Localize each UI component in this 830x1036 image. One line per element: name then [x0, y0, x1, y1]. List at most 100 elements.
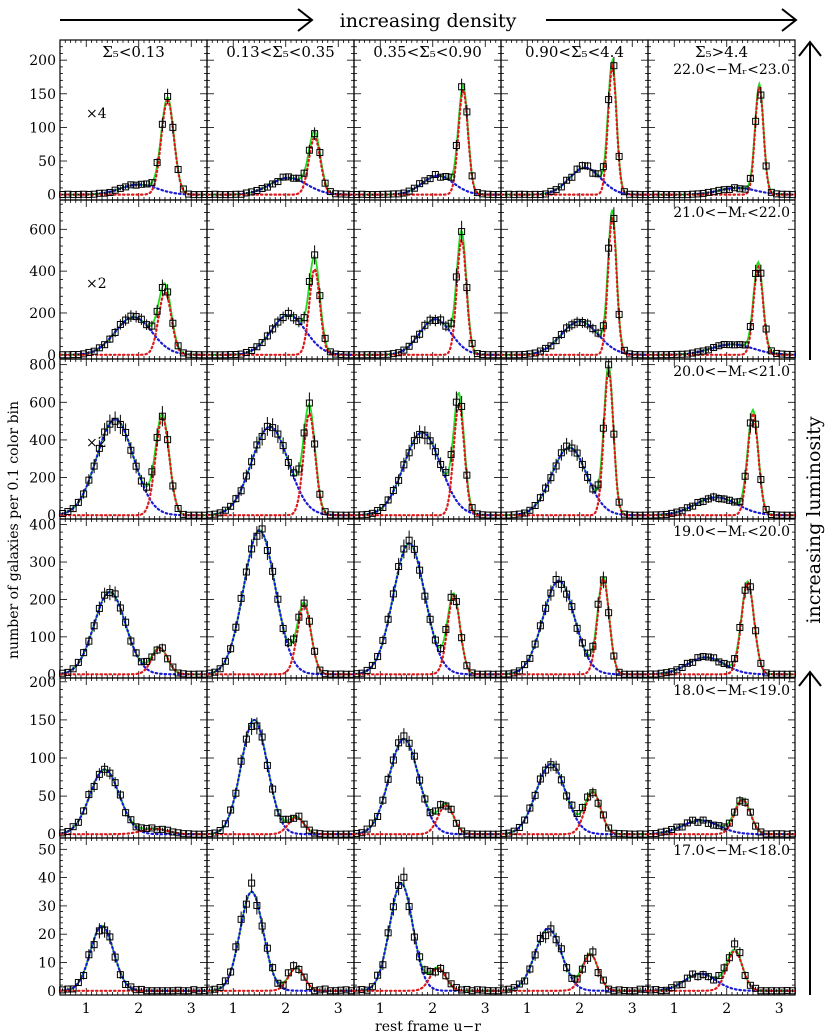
data-point [479, 190, 487, 198]
data-point [615, 830, 623, 838]
data-point [242, 472, 250, 480]
data-point [206, 986, 214, 994]
data-point [442, 469, 450, 477]
x-tick-label: 3 [628, 1001, 637, 1017]
data-point [689, 502, 697, 510]
data-point [190, 191, 198, 199]
data-point [605, 96, 613, 104]
data-point [101, 926, 109, 934]
data-point [148, 322, 156, 330]
data-point [710, 654, 718, 662]
data-point [704, 819, 712, 827]
data-point [405, 342, 413, 350]
data-point [552, 462, 560, 470]
data-point [594, 170, 602, 178]
data-point [463, 985, 471, 993]
data-point [662, 510, 670, 518]
x-axis-label: rest frame u−r [375, 1019, 481, 1035]
data-point [106, 335, 114, 343]
x-tick-label: 3 [481, 1001, 490, 1017]
data-point [69, 823, 77, 831]
data-point [447, 805, 455, 813]
data-point [757, 91, 765, 99]
data-point [757, 475, 765, 483]
data-point [788, 670, 796, 678]
data-point [290, 814, 298, 822]
data-point [179, 185, 187, 193]
data-point [536, 622, 544, 630]
y-tick-label: 10 [38, 955, 56, 971]
data-point [85, 348, 93, 356]
data-point [379, 961, 387, 969]
data-point [752, 984, 760, 992]
data-point [74, 658, 82, 666]
data-point [589, 169, 597, 177]
total-fit-curve [354, 229, 501, 356]
data-point [169, 828, 177, 836]
data-point [631, 830, 639, 838]
data-point [206, 191, 214, 199]
data-point [689, 349, 697, 357]
data-point [489, 987, 497, 995]
data-point [741, 185, 749, 193]
data-point [248, 879, 256, 887]
total-fit-curve [59, 591, 207, 676]
data-point [699, 347, 707, 355]
data-point [169, 319, 177, 327]
data-point [510, 511, 518, 519]
y-tick-label: 400 [29, 518, 56, 534]
data-point [510, 669, 518, 677]
data-point [636, 985, 644, 993]
data-point [227, 502, 235, 510]
data-point [447, 451, 455, 459]
data-point [762, 830, 770, 838]
data-point [731, 184, 739, 192]
data-point [69, 665, 77, 673]
data-point [557, 449, 565, 457]
data-point [773, 987, 781, 995]
data-point [437, 645, 445, 653]
luminosity-arrow-upper-head [798, 40, 822, 57]
data-point [363, 825, 371, 833]
red-component-curve [352, 966, 503, 992]
data-point [263, 546, 271, 554]
data-point [263, 422, 271, 430]
data-point [358, 511, 366, 519]
data-point [174, 986, 182, 994]
data-point [405, 536, 413, 544]
data-point [762, 505, 770, 513]
data-point [431, 807, 439, 815]
data-point [232, 943, 240, 951]
y-tick-label: 200 [29, 471, 56, 487]
data-point [101, 428, 109, 436]
data-point [379, 636, 387, 644]
data-point [85, 951, 93, 959]
data-point [342, 830, 350, 838]
data-point [662, 351, 670, 359]
data-point [190, 351, 198, 359]
data-point [148, 824, 156, 832]
data-point [284, 173, 292, 181]
red-component-curve [58, 827, 209, 836]
data-point [757, 659, 765, 667]
data-point [636, 511, 644, 519]
data-point [74, 979, 82, 987]
data-point [326, 511, 334, 519]
luminosity-arrow-lower-head [798, 670, 822, 687]
data-point [132, 986, 140, 994]
magnitude-label: 21.0<−Mᵣ<22.0 [673, 205, 790, 221]
data-point [400, 461, 408, 469]
data-point [206, 669, 214, 677]
data-point [253, 343, 261, 351]
data-point [725, 185, 733, 193]
y-tick-label: 100 [29, 751, 56, 767]
data-point [374, 191, 382, 199]
data-point [431, 317, 439, 325]
data-point [85, 191, 93, 199]
data-point [95, 604, 103, 612]
data-point [258, 525, 266, 533]
red-component-curve [58, 290, 209, 356]
data-point [694, 973, 702, 981]
data-point [421, 431, 429, 439]
data-point [458, 402, 466, 410]
